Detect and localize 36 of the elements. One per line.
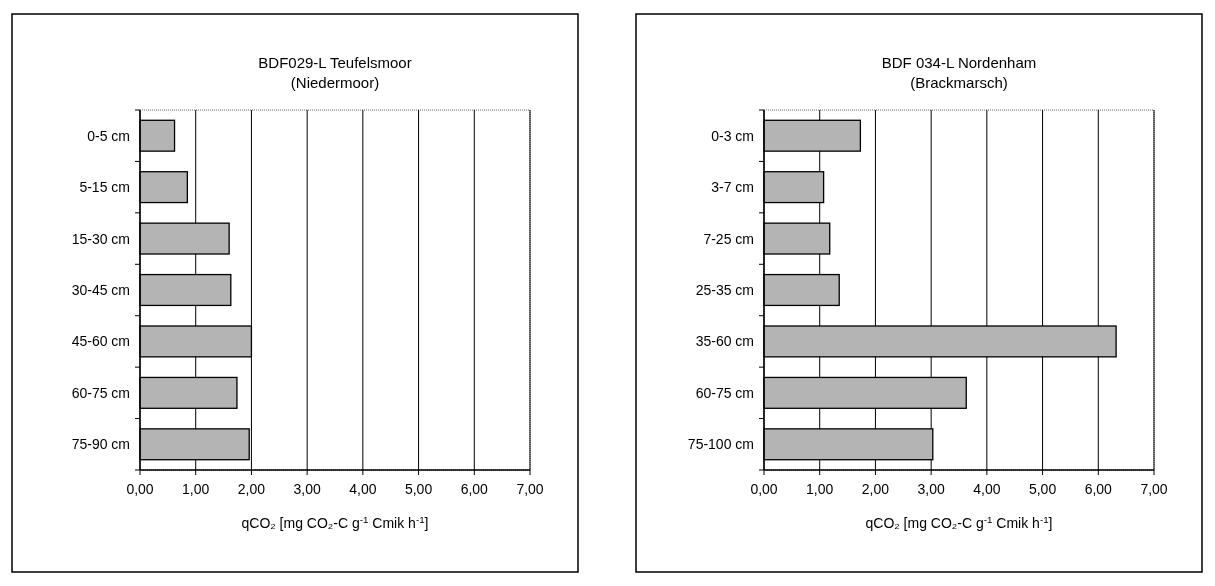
x-tick-label: 6,00	[460, 481, 489, 497]
y-tick-label: 30-45 cm	[71, 282, 130, 298]
x-tick-label: 0,00	[126, 481, 154, 497]
chart-title: BDF029-L Teufelsmoor	[258, 54, 412, 71]
y-tick-label: 75-100 cm	[687, 436, 754, 453]
x-tick-label: 5,00	[404, 481, 433, 497]
x-tick-label: 5,00	[1028, 481, 1057, 497]
x-tick-label: 1,00	[182, 481, 210, 497]
x-tick-label: 0,00	[750, 481, 778, 497]
y-tick-label: 60-75 cm	[695, 384, 754, 401]
y-tick-label: 35-60 cm	[695, 333, 754, 350]
y-tick-label: 0-5 cm	[87, 127, 130, 144]
x-tick-label: 1,00	[806, 481, 834, 497]
y-tick-label: 60-75 cm	[71, 384, 130, 401]
y-tick-label: 75-90 cm	[71, 436, 130, 453]
x-tick-label: 7,00	[1140, 481, 1168, 497]
y-tick-label: 25-35 cm	[695, 282, 754, 298]
x-tick-label: 2,00	[237, 481, 266, 497]
chart-subtitle: (Brackmarsch)	[910, 74, 1008, 91]
y-tick-label: 15-30 cm	[71, 230, 130, 247]
x-tick-label: 3,00	[917, 481, 945, 497]
y-tick-label: 3-7 cm	[711, 179, 754, 196]
y-tick-label: 45-60 cm	[71, 333, 130, 350]
x-axis-title: qCO₂ [mg CO₂-C g$^{-1}$ Cmik h$^{-1}$]	[241, 513, 429, 531]
y-tick-label: 0-3 cm	[711, 127, 754, 144]
x-tick-label: 4,00	[349, 481, 377, 497]
y-tick-label: 5-15 cm	[79, 179, 130, 196]
x-tick-label: 3,00	[293, 481, 321, 497]
chart-title: BDF 034-L Nordenham	[881, 54, 1037, 71]
y-tick-label: 7-25 cm	[703, 230, 754, 247]
x-tick-label: 6,00	[1084, 481, 1113, 497]
chart-subtitle: (Niedermoor)	[290, 74, 380, 91]
x-tick-label: 7,00	[516, 481, 544, 497]
x-tick-label: 4,00	[973, 481, 1001, 497]
x-tick-label: 2,00	[861, 481, 890, 497]
x-axis-title: qCO₂ [mg CO₂-C g$^{-1}$ Cmik h$^{-1}$]	[865, 513, 1053, 531]
